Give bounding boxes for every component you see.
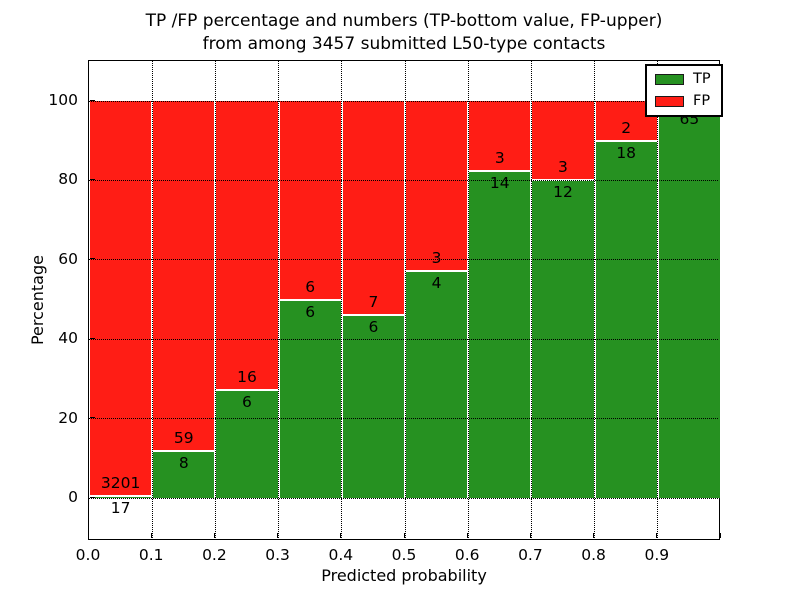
x-tick-label: 0.0 xyxy=(75,546,101,564)
y-tick-label: 20 xyxy=(58,408,78,427)
legend-label-tp: TP xyxy=(693,71,711,87)
fp-count-label: 3 xyxy=(494,149,505,168)
x-tick-label: 0.4 xyxy=(328,546,354,564)
tp-bar-segment xyxy=(595,141,657,498)
y-tick-label: 0 xyxy=(68,488,78,506)
tp-bar-segment xyxy=(342,315,404,498)
x-tick-label: 0.3 xyxy=(265,546,290,564)
tp-count-label: 14 xyxy=(489,174,510,193)
fp-count-label: 59 xyxy=(173,428,194,447)
fp-bar-segment xyxy=(216,101,278,389)
vertical-gridline xyxy=(594,61,596,538)
chart-title-line1: TP /FP percentage and numbers (TP-bottom… xyxy=(145,11,663,31)
tp-count-label: 17 xyxy=(110,498,131,517)
tp-bar-segment xyxy=(658,108,720,498)
vertical-gridline xyxy=(151,61,153,538)
y-tick-label: 100 xyxy=(48,91,78,109)
x-tick-label: 0.6 xyxy=(454,546,480,564)
legend: TP FP xyxy=(645,64,723,117)
tp-bar-segment xyxy=(279,300,341,498)
tp-bar-segment xyxy=(153,451,215,498)
fp-color-swatch-icon xyxy=(655,96,684,107)
vertical-gridline xyxy=(467,61,469,538)
x-tick-mark xyxy=(593,533,595,538)
x-tick-mark xyxy=(466,533,468,538)
chart-title-line2: from among 3457 submitted L50-type conta… xyxy=(202,34,606,54)
y-axis-label: Percentage xyxy=(28,255,47,346)
x-tick-label: 0.2 xyxy=(202,546,227,564)
vertical-gridline xyxy=(278,61,280,538)
x-tick-mark xyxy=(403,533,405,538)
y-tick-mark xyxy=(90,417,95,419)
y-tick-mark xyxy=(90,337,95,339)
fp-count-label: 3201 xyxy=(100,473,141,492)
tp-count-label: 8 xyxy=(178,453,189,472)
y-tick-label: 80 xyxy=(58,170,78,189)
fp-bar-segment xyxy=(279,101,341,299)
x-axis-label: Predicted probability xyxy=(321,566,487,585)
vertical-gridline xyxy=(530,61,532,538)
x-tick-label: 0.1 xyxy=(138,546,164,564)
y-tick-mark xyxy=(90,99,95,101)
tp-count-label: 4 xyxy=(431,274,442,293)
legend-item-tp: TP xyxy=(655,72,711,87)
horizontal-gridline xyxy=(89,418,718,420)
fp-bar-segment xyxy=(469,101,531,171)
fp-bar-segment xyxy=(532,101,594,180)
fp-count-label: 7 xyxy=(368,292,379,311)
x-tick-mark xyxy=(87,533,89,538)
x-tick-label: 0.9 xyxy=(644,546,670,564)
horizontal-gridline xyxy=(89,100,718,102)
vertical-gridline xyxy=(657,61,659,538)
legend-label-fp: FP xyxy=(693,93,711,109)
tp-count-label: 6 xyxy=(368,317,379,336)
x-tick-label: 0.5 xyxy=(391,546,417,564)
fp-count-label: 6 xyxy=(305,277,316,296)
vertical-gridline xyxy=(341,61,343,538)
x-tick-mark xyxy=(150,533,152,538)
tp-bar-segment xyxy=(532,181,594,498)
tp-count-label: 18 xyxy=(616,143,637,162)
fp-bar-segment xyxy=(406,101,468,271)
horizontal-gridline xyxy=(89,497,718,499)
y-tick-mark xyxy=(90,258,95,260)
x-tick-mark xyxy=(277,533,279,538)
fp-count-label: 3 xyxy=(558,158,568,177)
x-tick-mark xyxy=(213,533,215,538)
horizontal-gridline xyxy=(89,338,718,340)
tp-count-label: 6 xyxy=(305,302,316,321)
vertical-gridline xyxy=(214,61,216,538)
tp-bar-segment xyxy=(469,172,531,498)
tp-count-label: 12 xyxy=(553,183,573,202)
fp-count-label: 3 xyxy=(431,249,442,268)
plot-area: 3201 17 59 8 16 6 6 6 7 6 3 4 3 14 3 12 2 18 65 TP FP xyxy=(88,60,723,540)
fp-bar-segment xyxy=(342,101,404,314)
horizontal-gridline xyxy=(89,179,718,181)
x-tick-mark xyxy=(529,533,531,538)
fp-bar-segment xyxy=(153,101,215,450)
horizontal-gridline xyxy=(89,259,718,261)
y-tick-mark xyxy=(90,178,95,180)
tp-bar-segment xyxy=(216,390,278,498)
x-tick-label: 0.8 xyxy=(581,546,606,564)
fp-count-label: 16 xyxy=(237,367,257,386)
tp-bar-segment xyxy=(406,272,468,498)
tp-count-label: 6 xyxy=(242,392,252,411)
x-tick-mark xyxy=(340,533,342,538)
fp-bar-segment xyxy=(90,101,152,495)
vertical-gridline xyxy=(404,61,406,538)
legend-item-fp: FP xyxy=(655,94,711,109)
y-tick-label: 40 xyxy=(58,329,78,348)
y-tick-label: 60 xyxy=(58,249,78,268)
x-tick-label: 0.7 xyxy=(518,546,543,564)
fp-count-label: 2 xyxy=(621,118,632,137)
tp-color-swatch-icon xyxy=(655,74,684,85)
chart-title: TP /FP percentage and numbers (TP-bottom… xyxy=(88,10,720,56)
y-tick-mark xyxy=(90,496,95,498)
tp-bar-segment xyxy=(90,496,152,498)
x-tick-mark xyxy=(656,533,658,538)
x-tick-mark xyxy=(719,533,721,538)
